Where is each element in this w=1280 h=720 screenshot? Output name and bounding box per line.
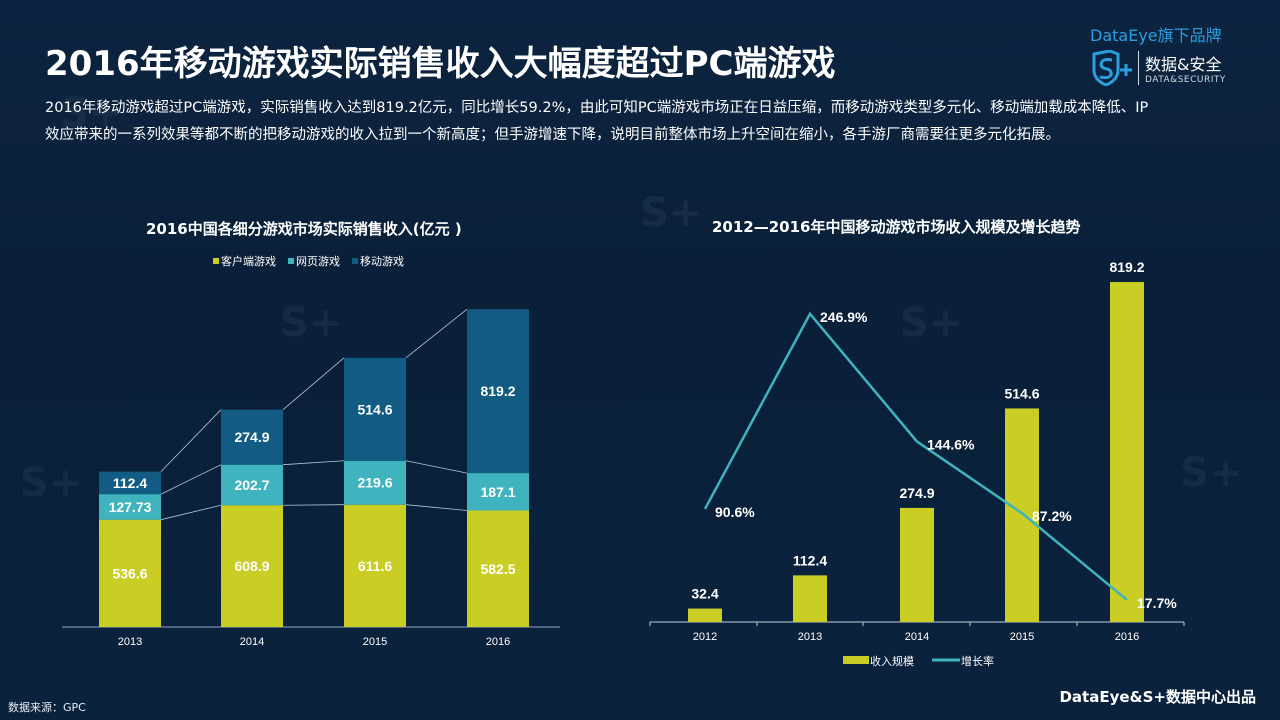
legend-label: 客户端游戏: [221, 254, 276, 268]
watermark: S+: [1180, 450, 1243, 496]
legend-label: 网页游戏: [296, 255, 340, 268]
data-label: 274.9: [234, 429, 269, 445]
growth-data-label: 17.7%: [1137, 595, 1177, 611]
legend-swatch: [352, 258, 358, 264]
brand-tagline: DataEye旗下品牌: [1090, 26, 1222, 45]
right-chart-title: 2012—2016年中国移动游戏市场收入规模及增长趋势: [712, 218, 1081, 236]
connector-line: [405, 460, 468, 474]
watermark: S+: [280, 300, 343, 346]
data-label: 219.6: [357, 475, 392, 491]
bar-segment: [344, 460, 406, 505]
data-source: 数据来源：GPC: [8, 701, 86, 714]
data-label: 112.4: [113, 475, 147, 491]
legend-label: 移动游戏: [360, 255, 404, 268]
legend-label: 收入规模: [870, 654, 914, 668]
x-tick-label: 2016: [1115, 631, 1139, 643]
brand-name: 数据&安全: [1145, 55, 1222, 74]
bar-segment: [99, 519, 161, 627]
data-label: 536.6: [112, 565, 147, 581]
bar-segment: [344, 504, 406, 627]
connector-line: [405, 308, 468, 359]
bar-segment: [344, 357, 406, 461]
bar: [793, 575, 827, 622]
watermark: S+: [20, 460, 83, 506]
x-tick-label: 2014: [905, 631, 929, 643]
connector-line: [160, 464, 222, 495]
watermark: S+: [900, 300, 963, 346]
bar: [1005, 408, 1039, 622]
bar: [900, 507, 934, 622]
watermark: S+: [60, 90, 123, 136]
bar-segment: [467, 510, 529, 627]
bar: [688, 608, 722, 622]
growth-data-label: 246.9%: [820, 309, 868, 325]
bar-segment: [99, 471, 161, 495]
bar-data-label: 274.9: [899, 485, 934, 501]
bar-data-label: 112.4: [793, 552, 827, 568]
stacked-bar-chart: 客户端游戏 网页游戏 移动游戏 536.6 127.73 112.4 2013 608.9 20…: [62, 254, 560, 648]
brand-name-en: DATA&SECURITY: [1145, 75, 1226, 85]
data-label: 608.9: [234, 558, 269, 574]
left-chart-title: 2016中国各细分游戏市场实际销售收入(亿元 ): [146, 220, 462, 238]
x-tick-label: 2014: [240, 636, 264, 648]
bar-segment: [467, 309, 529, 474]
connector-line: [160, 504, 222, 521]
bar-line-chart: 32.4 2012 112.4 2013 274.9 2014 514.6 2015 819.2…: [649, 259, 1185, 668]
data-label: 611.6: [358, 558, 392, 574]
x-tick-label: 2015: [1010, 631, 1034, 643]
shield-logo-icon: [1092, 50, 1132, 86]
legend-swatch: [213, 258, 219, 264]
bar: [1110, 282, 1144, 622]
bar-segment: [221, 505, 283, 627]
legend-swatch: [288, 258, 294, 264]
credit: DataEye&S+数据中心出品: [1059, 688, 1256, 706]
bar-data-label: 514.6: [1004, 385, 1039, 401]
divider: [1138, 51, 1139, 85]
data-label: 202.7: [234, 477, 269, 493]
bar-segment: [467, 473, 529, 511]
growth-data-label: 144.6%: [927, 437, 975, 453]
growth-data-label: 87.2%: [1032, 508, 1072, 524]
data-label: 819.2: [480, 383, 515, 399]
legend-label: 增长率: [961, 654, 994, 668]
page-title: 2016年移动游戏实际销售收入大幅度超过PC端游戏: [45, 44, 836, 84]
connector-line: [282, 460, 345, 466]
bar-data-label: 819.2: [1109, 259, 1144, 275]
bar-data-label: 32.4: [691, 586, 718, 602]
data-label: 187.1: [480, 484, 515, 500]
data-label: 582.5: [480, 561, 515, 577]
growth-data-label: 90.6%: [715, 504, 755, 520]
connector-line: [405, 504, 468, 511]
data-label: 514.6: [357, 401, 392, 417]
x-tick-label: 2013: [798, 631, 822, 643]
bar-segment: [99, 494, 161, 520]
x-tick-label: 2016: [486, 636, 510, 648]
x-tick-label: 2013: [118, 636, 142, 648]
x-tick-label: 2015: [363, 636, 387, 648]
watermark: S+: [640, 190, 703, 236]
x-tick-label: 2012: [693, 631, 717, 643]
legend-swatch-bar: [843, 656, 869, 664]
connector-line: [282, 504, 345, 506]
data-label: 127.73: [109, 499, 152, 515]
connector-line: [282, 357, 345, 411]
bar-segment: [221, 464, 283, 506]
description: 2016年移动游戏超过PC端游戏，实际销售收入达到819.2亿元，同比增长59.…: [45, 100, 1149, 143]
connector-line: [160, 409, 222, 472]
brand: DataEye旗下品牌 数据&安全 DATA&SECURITY: [1090, 22, 1260, 86]
bar-segment: [221, 409, 283, 465]
